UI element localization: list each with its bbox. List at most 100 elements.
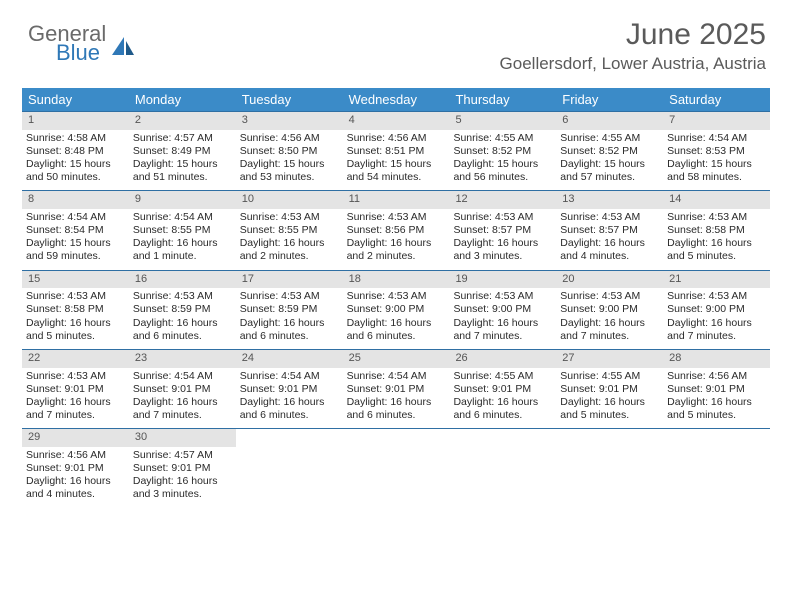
daylight-line: Daylight: 16 hours and 7 minutes. [26, 396, 125, 422]
weekday-header: Sunday [22, 88, 129, 111]
logo: General Blue [28, 24, 136, 64]
day-number: 17 [236, 271, 343, 289]
day-number: 8 [22, 191, 129, 209]
day-body: Sunrise: 4:54 AMSunset: 9:01 PMDaylight:… [129, 370, 236, 423]
day-number: 4 [343, 112, 450, 130]
weekday-header: Friday [556, 88, 663, 111]
sunrise-line: Sunrise: 4:56 AM [667, 370, 766, 383]
sunrise-line: Sunrise: 4:53 AM [453, 290, 552, 303]
weekday-header-row: SundayMondayTuesdayWednesdayThursdayFrid… [22, 88, 770, 111]
day-number: 18 [343, 271, 450, 289]
daylight-line: Daylight: 16 hours and 5 minutes. [667, 396, 766, 422]
sunrise-line: Sunrise: 4:57 AM [133, 132, 232, 145]
day-body: Sunrise: 4:53 AMSunset: 8:59 PMDaylight:… [129, 290, 236, 343]
daylight-line: Daylight: 16 hours and 3 minutes. [453, 237, 552, 263]
daylight-line: Daylight: 15 hours and 51 minutes. [133, 158, 232, 184]
sunset-line: Sunset: 9:00 PM [453, 303, 552, 316]
day-cell: 28 Sunrise: 4:56 AMSunset: 9:01 PMDayligh… [663, 350, 770, 428]
day-body: Sunrise: 4:57 AMSunset: 8:49 PMDaylight:… [129, 132, 236, 185]
logo-word-2: Blue [56, 43, 106, 64]
sunrise-line: Sunrise: 4:53 AM [667, 211, 766, 224]
day-cell: 14Sunrise: 4:53 AMSunset: 8:58 PMDayligh… [663, 191, 770, 269]
day-cell: 10Sunrise: 4:53 AMSunset: 8:55 PMDayligh… [236, 191, 343, 269]
day-number: 12 [449, 191, 556, 209]
sunset-line: Sunset: 8:58 PM [26, 303, 125, 316]
sunset-line: Sunset: 9:01 PM [133, 383, 232, 396]
sunrise-line: Sunrise: 4:55 AM [560, 370, 659, 383]
calendar-grid: SundayMondayTuesdayWednesdayThursdayFrid… [22, 88, 770, 507]
day-body: Sunrise: 4:53 AMSunset: 8:58 PMDaylight:… [663, 211, 770, 264]
day-cell: 6Sunrise: 4:55 AMSunset: 8:52 PMDaylight… [556, 112, 663, 190]
day-body: Sunrise: 4:56 AMSunset: 9:01 PMDaylight:… [663, 370, 770, 423]
sunrise-line: Sunrise: 4:53 AM [240, 290, 339, 303]
day-number: 29 [22, 429, 129, 447]
daylight-line: Daylight: 16 hours and 7 minutes. [453, 317, 552, 343]
sunset-line: Sunset: 8:59 PM [240, 303, 339, 316]
sunrise-line: Sunrise: 4:54 AM [347, 370, 446, 383]
day-body: Sunrise: 4:53 AMSunset: 9:00 PMDaylight:… [663, 290, 770, 343]
day-number: 27 [556, 350, 663, 368]
day-cell: 15Sunrise: 4:53 AMSunset: 8:58 PMDayligh… [22, 271, 129, 349]
sunset-line: Sunset: 8:59 PM [133, 303, 232, 316]
sunrise-line: Sunrise: 4:54 AM [133, 370, 232, 383]
logo-text: General Blue [28, 24, 106, 64]
sunset-line: Sunset: 8:55 PM [133, 224, 232, 237]
day-cell: 3Sunrise: 4:56 AMSunset: 8:50 PMDaylight… [236, 112, 343, 190]
daylight-line: Daylight: 15 hours and 58 minutes. [667, 158, 766, 184]
weekday-header: Tuesday [236, 88, 343, 111]
day-cell: 24Sunrise: 4:54 AMSunset: 9:01 PMDayligh… [236, 350, 343, 428]
sunrise-line: Sunrise: 4:53 AM [133, 290, 232, 303]
day-body: Sunrise: 4:55 AMSunset: 8:52 PMDaylight:… [449, 132, 556, 185]
daylight-line: Daylight: 15 hours and 57 minutes. [560, 158, 659, 184]
day-cell: 12 Sunrise: 4:53 AMSunset: 8:57 PMDayligh… [449, 191, 556, 269]
sunset-line: Sunset: 9:01 PM [26, 462, 125, 475]
weekday-header: Thursday [449, 88, 556, 111]
sunrise-line: Sunrise: 4:54 AM [667, 132, 766, 145]
day-cell: 25Sunrise: 4:54 AMSunset: 9:01 PMDayligh… [343, 350, 450, 428]
weekday-header: Wednesday [343, 88, 450, 111]
day-number: 26 [449, 350, 556, 368]
day-number: 7 [663, 112, 770, 130]
day-body: Sunrise: 4:55 AMSunset: 8:52 PMDaylight:… [556, 132, 663, 185]
sunrise-line: Sunrise: 4:54 AM [240, 370, 339, 383]
sunrise-line: Sunrise: 4:55 AM [453, 132, 552, 145]
sunrise-line: Sunrise: 4:53 AM [347, 290, 446, 303]
day-number: 22 [22, 350, 129, 368]
day-number: 13 [556, 191, 663, 209]
day-cell [343, 429, 450, 507]
day-cell [663, 429, 770, 507]
day-cell: 5 Sunrise: 4:55 AMSunset: 8:52 PMDaylight… [449, 112, 556, 190]
day-cell: 4Sunrise: 4:56 AMSunset: 8:51 PMDaylight… [343, 112, 450, 190]
day-body: Sunrise: 4:53 AMSunset: 8:56 PMDaylight:… [343, 211, 450, 264]
day-body: Sunrise: 4:54 AMSunset: 9:01 PMDaylight:… [236, 370, 343, 423]
sunrise-line: Sunrise: 4:53 AM [560, 211, 659, 224]
sunset-line: Sunset: 8:55 PM [240, 224, 339, 237]
day-number: 16 [129, 271, 236, 289]
day-cell: 30Sunrise: 4:57 AMSunset: 9:01 PMDayligh… [129, 429, 236, 507]
sunset-line: Sunset: 9:01 PM [453, 383, 552, 396]
sunset-line: Sunset: 8:52 PM [560, 145, 659, 158]
daylight-line: Daylight: 15 hours and 53 minutes. [240, 158, 339, 184]
day-cell: 8 Sunrise: 4:54 AMSunset: 8:54 PMDaylight… [22, 191, 129, 269]
day-number: 5 [449, 112, 556, 130]
day-number: 23 [129, 350, 236, 368]
day-body: Sunrise: 4:56 AMSunset: 9:01 PMDaylight:… [22, 449, 129, 502]
day-body: Sunrise: 4:53 AMSunset: 8:57 PMDaylight:… [449, 211, 556, 264]
daylight-line: Daylight: 16 hours and 5 minutes. [560, 396, 659, 422]
day-number: 1 [22, 112, 129, 130]
day-number: 28 [663, 350, 770, 368]
sunrise-line: Sunrise: 4:53 AM [26, 290, 125, 303]
sunrise-line: Sunrise: 4:53 AM [26, 370, 125, 383]
sunrise-line: Sunrise: 4:55 AM [453, 370, 552, 383]
daylight-line: Daylight: 16 hours and 6 minutes. [240, 317, 339, 343]
sunset-line: Sunset: 9:00 PM [667, 303, 766, 316]
day-body: Sunrise: 4:54 AMSunset: 8:54 PMDaylight:… [22, 211, 129, 264]
day-cell [449, 429, 556, 507]
sunrise-line: Sunrise: 4:58 AM [26, 132, 125, 145]
sunset-line: Sunset: 8:52 PM [453, 145, 552, 158]
daylight-line: Daylight: 15 hours and 50 minutes. [26, 158, 125, 184]
daylight-line: Daylight: 16 hours and 4 minutes. [560, 237, 659, 263]
day-cell: 2Sunrise: 4:57 AMSunset: 8:49 PMDaylight… [129, 112, 236, 190]
day-number: 3 [236, 112, 343, 130]
week-row: 8 Sunrise: 4:54 AMSunset: 8:54 PMDaylight… [22, 190, 770, 269]
